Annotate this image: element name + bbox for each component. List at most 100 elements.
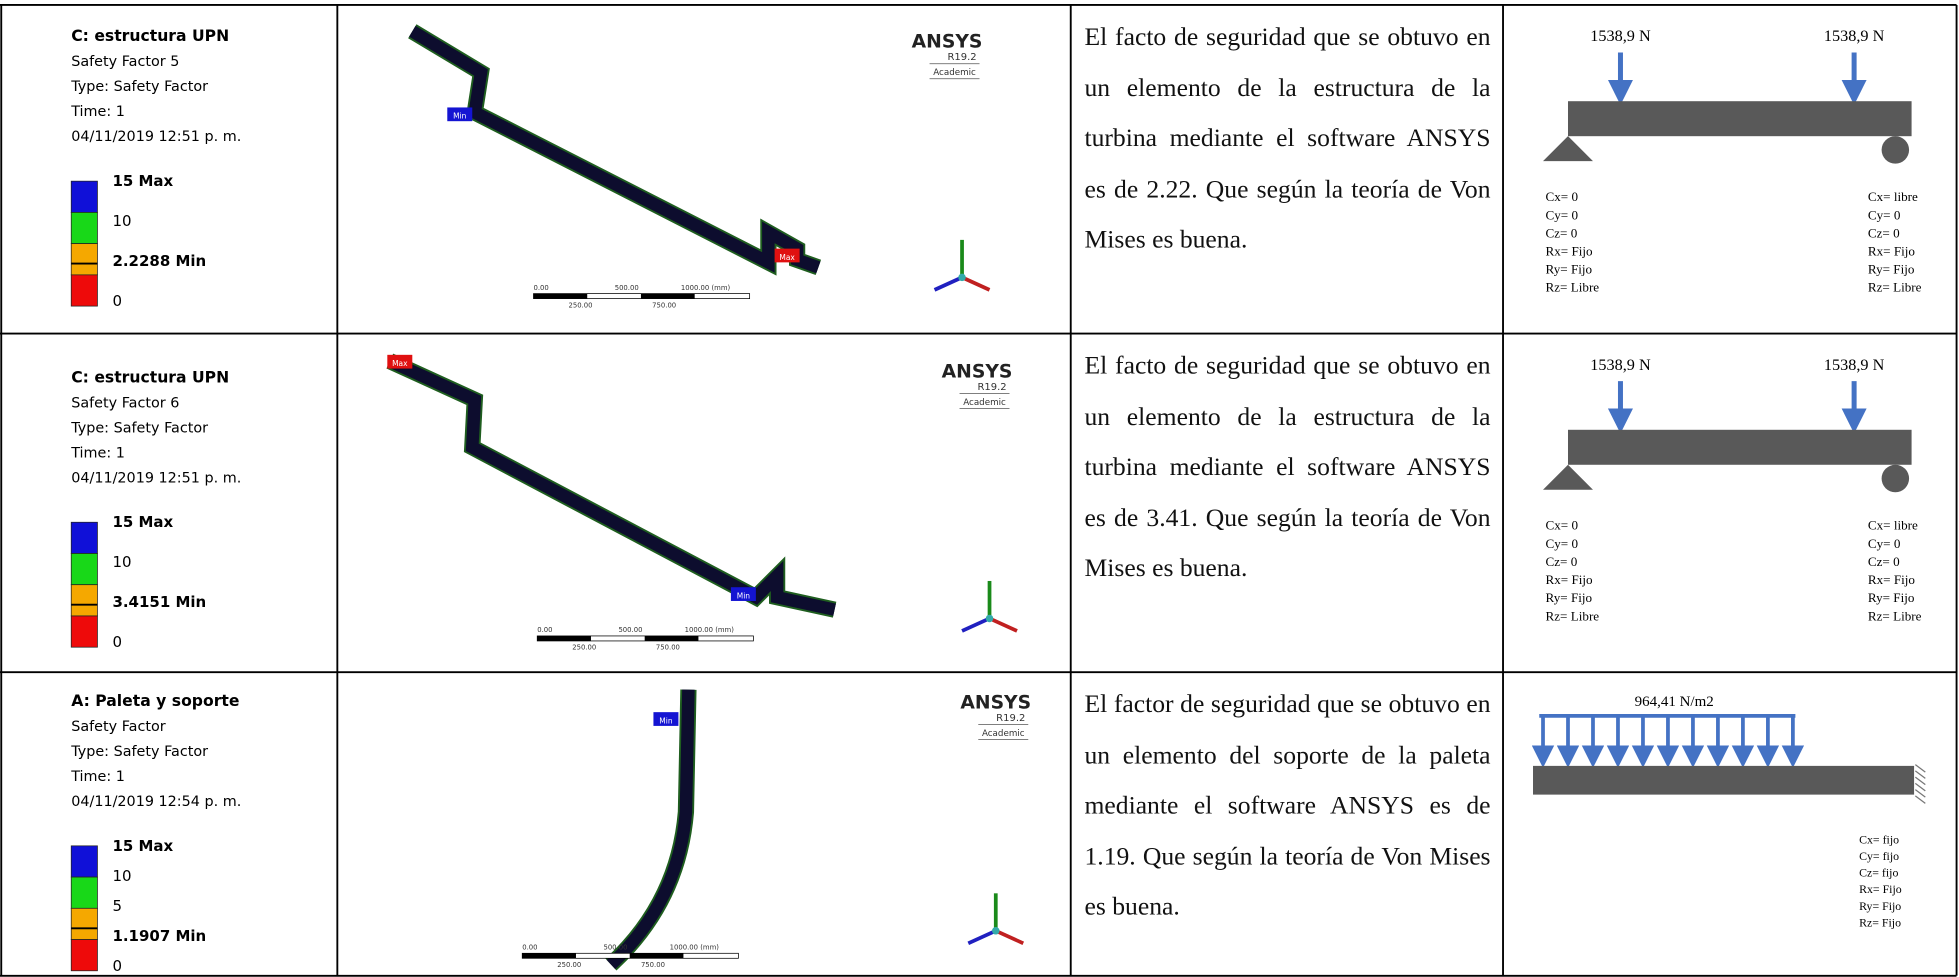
support-condition: Ry= Fijo <box>1868 262 1915 277</box>
ansys-version: R19.2 <box>977 382 1006 393</box>
fixed-hatch <box>1915 765 1925 772</box>
ansys-edition: Academic <box>933 68 976 78</box>
beam <box>1568 101 1912 136</box>
legend-line: 04/11/2019 12:51 p. m. <box>71 129 241 145</box>
support-condition: Cx= libre <box>1868 518 1918 533</box>
pin-support <box>1543 465 1593 490</box>
support-condition: Rx= Fijo <box>1546 244 1594 259</box>
legend-label: 1.1907 Min <box>112 927 206 945</box>
legend-line: Safety Factor <box>71 719 166 735</box>
legend-label: 5 <box>112 897 122 915</box>
legend-label: 10 <box>112 212 131 230</box>
axis-x <box>962 277 989 289</box>
description: El facto de seguridad que se obtuvo en u… <box>1084 12 1490 265</box>
ansys-logo: ANSYS <box>942 361 1013 382</box>
axis-origin <box>986 615 993 622</box>
table: C: estructura UPN Safety Factor 5 Type: Sa… <box>0 0 1959 977</box>
table-grid <box>0 5 1957 976</box>
scale-label: 0.00 <box>522 944 537 952</box>
beam <box>1568 430 1912 465</box>
ansys-edition: Academic <box>982 729 1025 739</box>
color-band <box>71 212 97 243</box>
legend-label: 0 <box>112 957 122 975</box>
color-band <box>71 553 97 584</box>
support-condition: Cz= 0 <box>1546 225 1578 240</box>
load-label: 1538,9 N <box>1590 356 1651 374</box>
support-condition: Ry= Fijo <box>1546 262 1593 277</box>
beam <box>1533 766 1914 795</box>
color-band <box>71 846 97 877</box>
model <box>412 31 818 267</box>
legend-line: Time: 1 <box>70 104 125 120</box>
description: El factor de seguridad que se obtuvo en … <box>1084 680 1490 933</box>
scale-label: 250.00 <box>557 961 581 969</box>
scale-label: 1000.00 (mm) <box>681 284 731 292</box>
pin-support <box>1543 136 1593 161</box>
legend-title: C: estructura UPN <box>71 27 229 45</box>
scale-bar-seg <box>630 953 684 958</box>
support-condition: Cy= 0 <box>1868 207 1901 222</box>
color-band <box>71 877 97 908</box>
support-condition: Cy= fijo <box>1859 849 1899 863</box>
scale-label: 500.00 <box>615 284 639 292</box>
legend-label: 10 <box>112 867 131 885</box>
model-tag-label: Max <box>779 253 795 262</box>
support-condition: Cz= fijo <box>1859 866 1898 880</box>
support-condition: Rz= Libre <box>1868 280 1922 295</box>
legend-line: Type: Safety Factor <box>70 79 208 95</box>
ansys-edition: Academic <box>963 398 1006 408</box>
color-band <box>71 522 97 553</box>
legend-line: Time: 1 <box>70 445 125 461</box>
scale-label: 0.00 <box>533 284 548 292</box>
scale-label: 500.00 <box>618 626 642 634</box>
support-condition: Cy= 0 <box>1868 536 1901 551</box>
scale-label: 500.00 <box>603 944 627 952</box>
legend-line: Safety Factor 5 <box>71 54 179 70</box>
legend-line: Type: Safety Factor <box>70 744 208 760</box>
support-condition: Cz= 0 <box>1868 225 1900 240</box>
support-condition: Cy= 0 <box>1546 207 1579 222</box>
support-condition: Rx= Fijo <box>1546 572 1594 587</box>
fixed-hatch <box>1915 790 1925 797</box>
color-band <box>71 181 97 212</box>
ansys-version: R19.2 <box>947 52 976 63</box>
load-label: 1538,9 N <box>1590 27 1651 45</box>
model-tag-label: Max <box>392 359 408 368</box>
support-condition: Ry= Fijo <box>1546 590 1593 605</box>
axis-origin <box>992 927 999 934</box>
ansys-logo: ANSYS <box>912 31 983 52</box>
legend-label: 15 Max <box>112 172 173 190</box>
axis-x <box>990 618 1017 630</box>
support-condition: Cz= 0 <box>1546 554 1578 569</box>
fixed-hatch <box>1915 771 1925 778</box>
roller-support <box>1882 465 1909 492</box>
scale-bar-seg <box>645 636 699 641</box>
legend-title: C: estructura UPN <box>71 368 229 386</box>
legend-label: 15 Max <box>112 837 173 855</box>
axis-z <box>935 277 962 289</box>
legend-label: 0 <box>112 633 122 651</box>
legend-line: 04/11/2019 12:51 p. m. <box>71 470 241 486</box>
scale-label: 1000.00 (mm) <box>670 944 720 952</box>
support-condition: Rz= Fijo <box>1859 915 1901 929</box>
legend-line: Time: 1 <box>70 769 125 785</box>
scale-label: 750.00 <box>652 301 676 309</box>
scale-label: 750.00 <box>641 961 665 969</box>
scale-bar-seg <box>641 294 695 299</box>
axis-z <box>968 931 995 943</box>
support-condition: Cx= libre <box>1868 189 1918 204</box>
support-condition: Cx= 0 <box>1546 518 1579 533</box>
scale-label: 0.00 <box>537 626 552 634</box>
legend-line: Type: Safety Factor <box>70 420 208 436</box>
model-tag-label: Min <box>737 591 751 600</box>
load-label: 1538,9 N <box>1824 27 1885 45</box>
model-tag-label: Min <box>659 716 673 725</box>
description: El facto de seguridad que se obtuvo en u… <box>1084 341 1490 594</box>
support-condition: Rx= Fijo <box>1868 572 1916 587</box>
support-condition: Rx= Fijo <box>1859 882 1902 896</box>
axis-x <box>996 931 1023 943</box>
color-band <box>71 275 97 306</box>
support-condition: Ry= Fijo <box>1859 899 1901 913</box>
roller-support <box>1882 136 1909 163</box>
ansys-version: R19.2 <box>996 713 1025 724</box>
